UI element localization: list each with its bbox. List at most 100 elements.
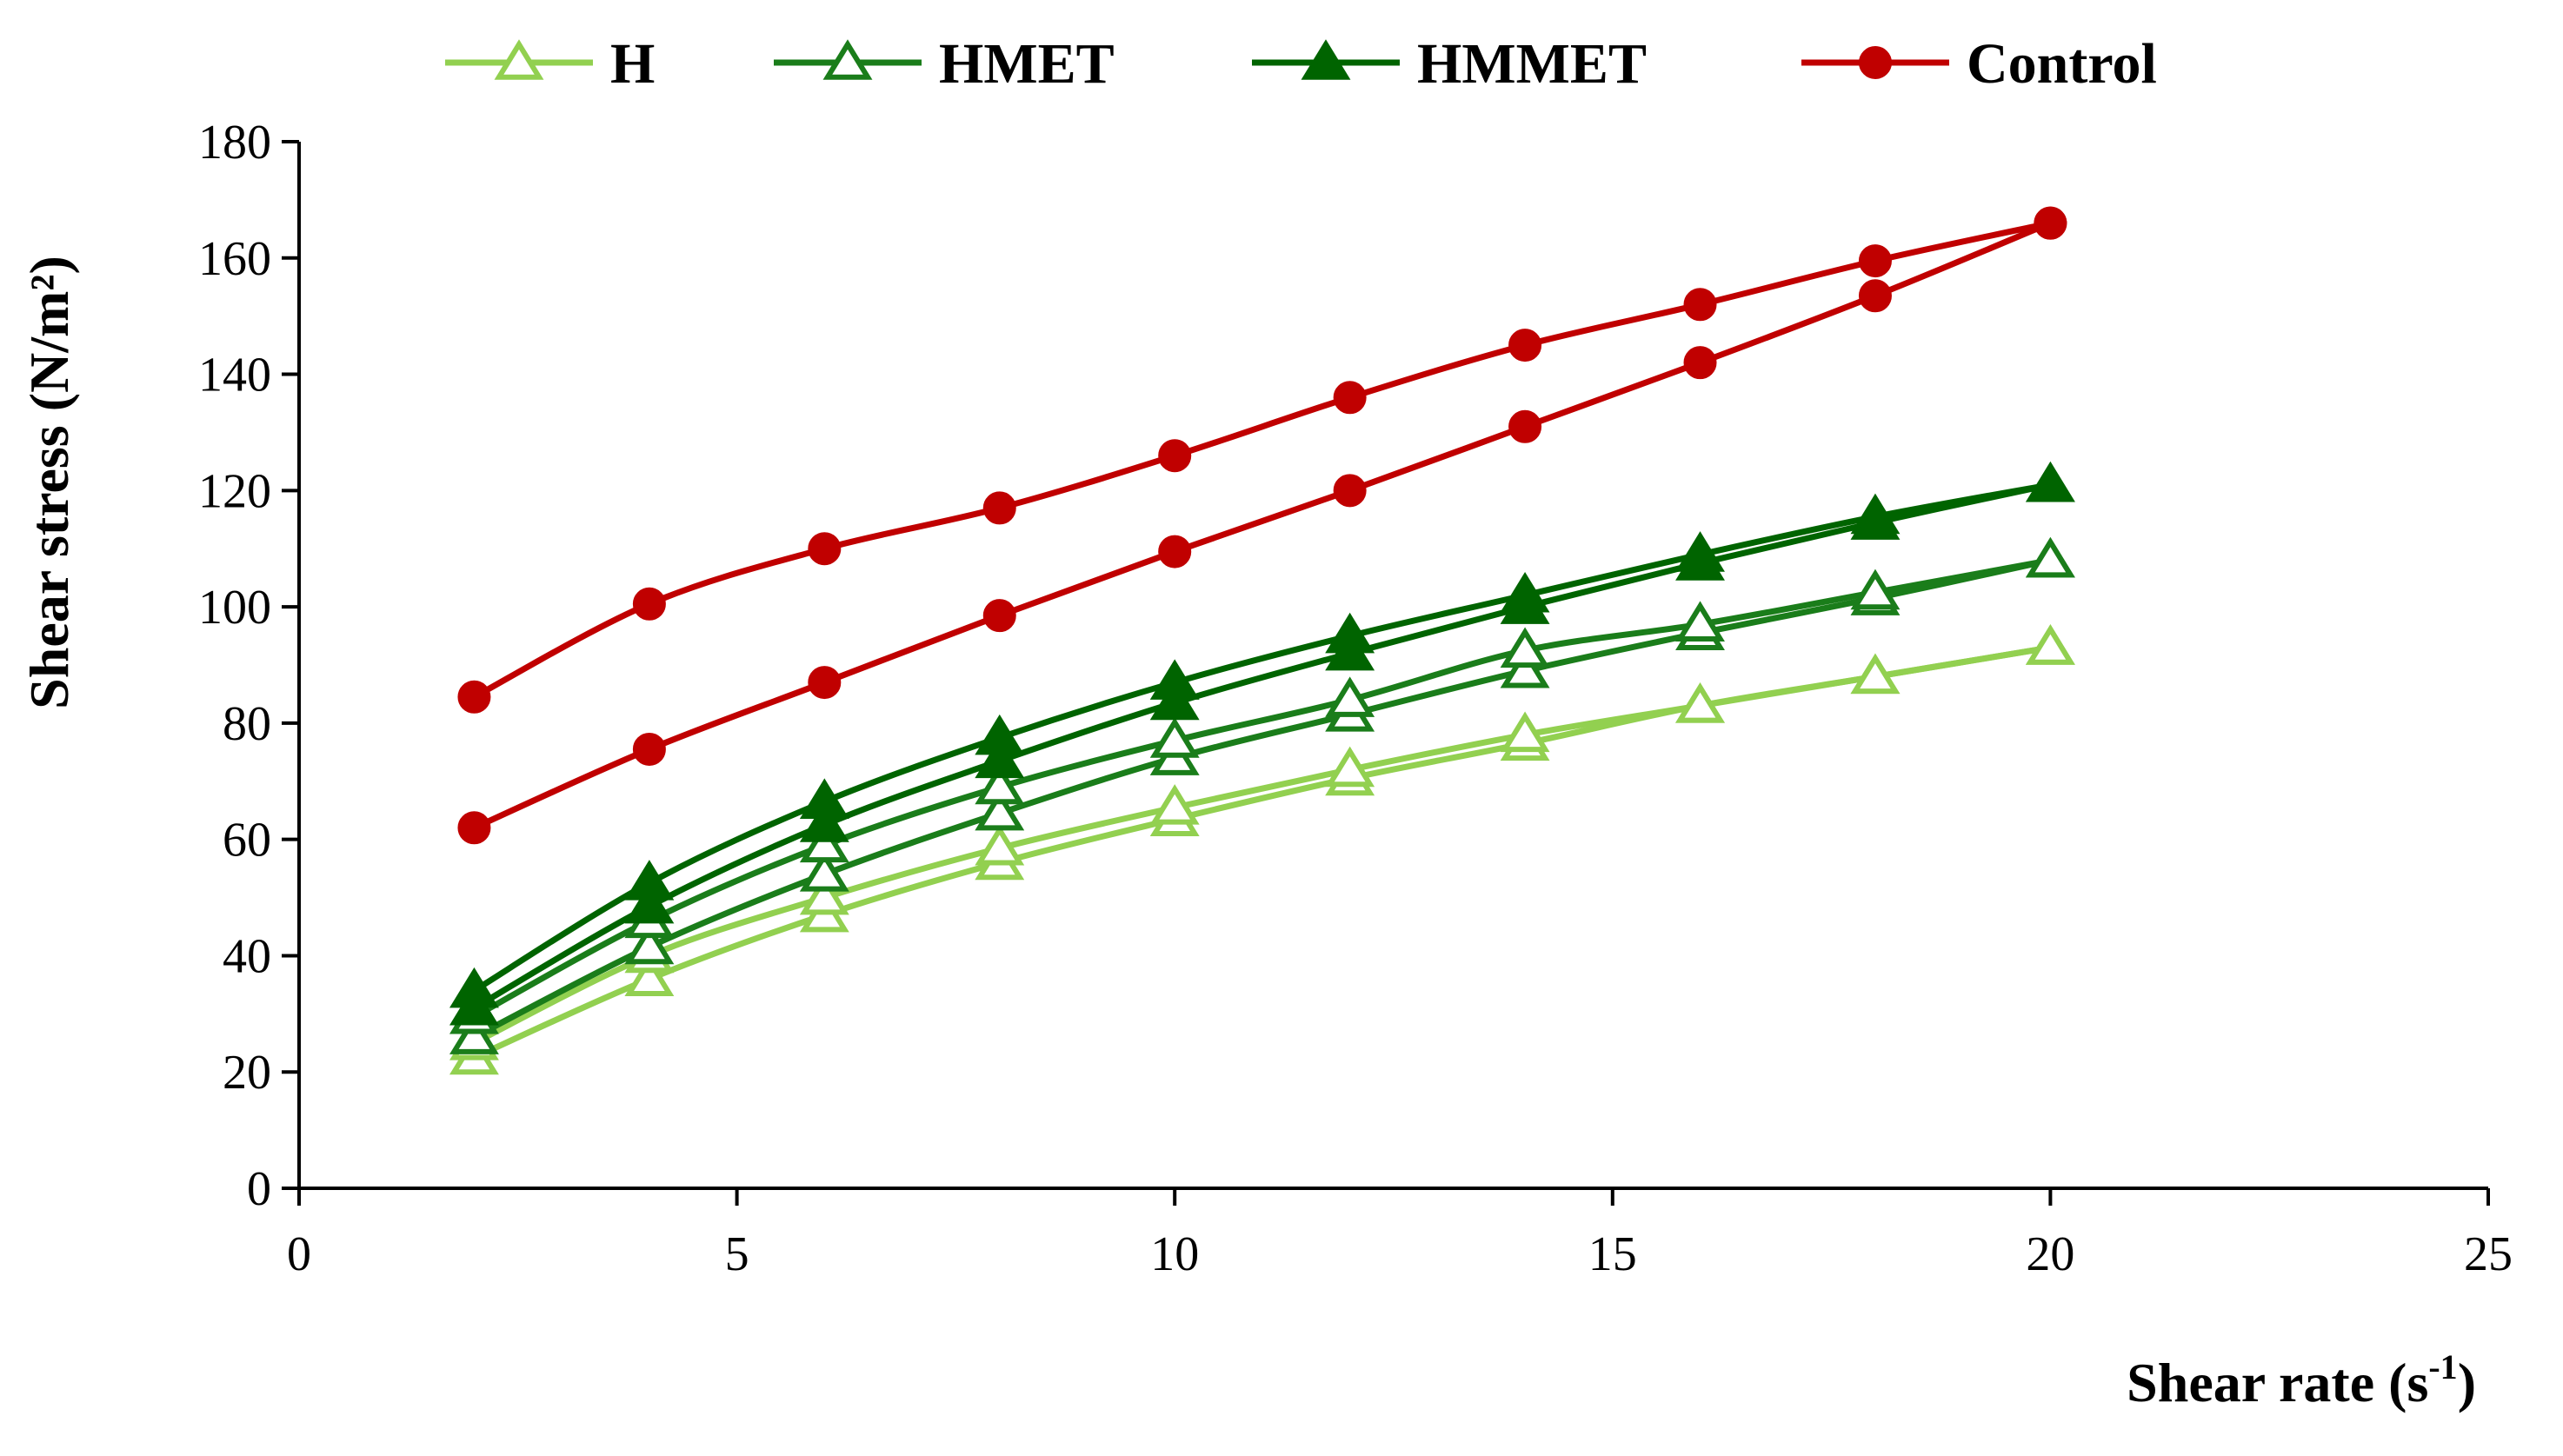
data-point-hmet <box>1850 568 1901 610</box>
series-hmmet <box>449 461 2075 1026</box>
y-tick-label: 140 <box>198 349 271 402</box>
y-tick-label: 60 <box>223 814 271 868</box>
data-point-hmmet <box>799 778 849 819</box>
x-tick-label: 25 <box>2464 1227 2513 1281</box>
data-point-hmmet <box>1325 612 1375 654</box>
data-point-hmmet <box>1850 493 1901 535</box>
data-point-hmmet <box>1149 679 1200 721</box>
data-point-h <box>1500 711 1550 753</box>
x-tick-label: 0 <box>287 1227 311 1281</box>
legend-marker-hmmet <box>1301 39 1351 80</box>
data-point-h <box>1149 784 1200 825</box>
axes: 0 20 40 60 80 100 120 140 160 180 0 5 10 15 20 25 <box>198 116 2513 1281</box>
series-layer <box>449 206 2075 1075</box>
y-tick-label: 100 <box>198 581 271 635</box>
data-point-hmmet <box>1149 659 1200 700</box>
series-line-control <box>470 220 2054 701</box>
data-point-control <box>457 680 491 714</box>
data-point-hmmet <box>799 801 849 842</box>
y-tick-label: 80 <box>223 697 271 751</box>
legend-item-control: Control <box>1801 32 2157 96</box>
series-line-hmet <box>470 557 2054 1040</box>
series-line-hmmet <box>470 482 2054 1012</box>
series-line-hmmet <box>470 482 2054 994</box>
x-tick-label: 10 <box>1150 1227 1199 1281</box>
series-h <box>449 624 2075 1075</box>
data-point-control <box>457 811 491 845</box>
data-point-hmet <box>799 821 849 863</box>
x-tick-label: 5 <box>725 1227 749 1281</box>
y-tick-label: 20 <box>223 1046 271 1100</box>
legend-label-h: H <box>610 32 655 96</box>
data-point-hmmet <box>449 967 499 1008</box>
data-point-h <box>1325 746 1375 788</box>
data-point-hmmet <box>1675 531 1725 572</box>
data-point-hmmet <box>624 860 675 901</box>
legend-marker-hmet <box>822 39 873 80</box>
data-point-control <box>982 491 1016 525</box>
data-point-hmet <box>975 789 1025 831</box>
data-point-h <box>1675 682 1725 723</box>
series-line-h <box>470 644 2054 1047</box>
data-point-control <box>808 666 842 700</box>
data-point-hmet <box>975 763 1025 805</box>
y-tick-label: 40 <box>223 929 271 983</box>
legend-item-hmmet: HMMET <box>1252 32 1647 96</box>
y-tick-label: 0 <box>247 1162 271 1216</box>
legend: H HMET HMMET Control <box>445 32 2157 96</box>
y-axis-title: Shear stress (N/m²) <box>18 256 80 709</box>
legend-marker-control <box>1859 46 1892 79</box>
legend-item-hmet: HMET <box>774 32 1115 96</box>
data-point-h <box>975 824 1025 866</box>
data-point-control <box>1683 288 1717 322</box>
data-point-h <box>624 955 675 996</box>
data-point-hmmet <box>1500 571 1550 613</box>
legend-item-h: H <box>445 32 655 96</box>
legend-marker-h <box>494 39 544 80</box>
data-point-control <box>1858 279 1892 313</box>
data-point-control <box>632 587 666 621</box>
x-axis-title: Shear rate (s-1) <box>2127 1347 2476 1413</box>
series-control <box>457 206 2067 845</box>
x-axis-title-end: ) <box>2458 1352 2476 1413</box>
legend-label-control: Control <box>1967 32 2157 96</box>
data-point-control <box>2034 206 2067 240</box>
x-axis-title-main: Shear rate (s <box>2127 1352 2428 1413</box>
data-point-hmmet <box>975 737 1025 779</box>
data-point-control <box>1333 381 1367 415</box>
data-point-control <box>632 732 666 766</box>
data-point-hmmet <box>624 882 675 924</box>
data-point-control <box>808 532 842 566</box>
x-axis-title-superscript: -1 <box>2428 1347 2457 1386</box>
y-tick-label: 160 <box>198 232 271 286</box>
data-point-h <box>1850 653 1901 695</box>
series-line-hmet <box>470 557 2054 1021</box>
data-point-h <box>2025 624 2075 665</box>
x-tick-label: 15 <box>1588 1227 1637 1281</box>
legend-label-hmmet: HMMET <box>1417 32 1647 96</box>
data-point-control <box>1158 535 1192 568</box>
data-point-hmet <box>1149 717 1200 758</box>
data-point-hmet <box>799 851 849 892</box>
data-point-control <box>1158 439 1192 473</box>
series-line-control <box>470 220 2054 831</box>
data-point-hmmet <box>2025 461 2075 502</box>
legend-label-hmet: HMET <box>939 32 1115 96</box>
data-point-hmet <box>1500 647 1550 688</box>
data-point-hmet <box>1500 627 1550 668</box>
data-point-hmet <box>1675 601 1725 642</box>
data-point-control <box>1508 409 1542 443</box>
y-tick-label: 120 <box>198 464 271 518</box>
data-point-control <box>1508 329 1542 362</box>
data-point-control <box>1333 474 1367 508</box>
data-point-control <box>1683 346 1717 380</box>
x-tick-label: 20 <box>2026 1227 2074 1281</box>
data-point-hmet <box>1325 676 1375 717</box>
data-point-h <box>799 874 849 915</box>
data-point-control <box>1858 244 1892 278</box>
data-point-hmet <box>2025 536 2075 578</box>
data-point-hmet <box>624 923 675 965</box>
y-tick-label: 180 <box>198 116 271 170</box>
data-point-hmmet <box>975 714 1025 755</box>
